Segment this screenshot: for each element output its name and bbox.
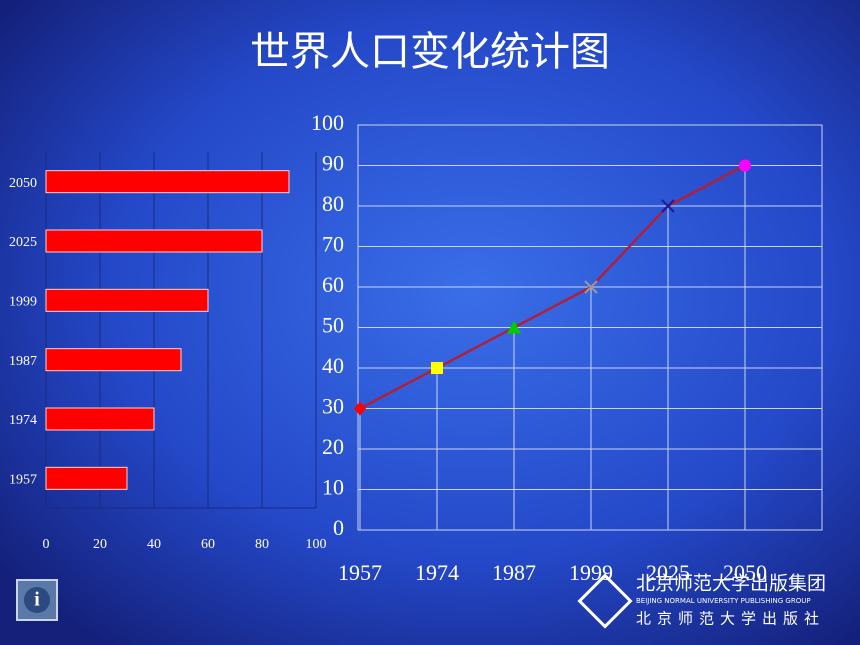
x-tick-label: 2025: [646, 560, 690, 585]
y-tick-label: 20: [322, 434, 344, 459]
logo-press: 北京师范大学出版社: [636, 610, 825, 627]
plot-frame: [357, 124, 823, 531]
y-tick-label: 80: [322, 191, 344, 216]
y-tick-label: 0: [333, 515, 344, 540]
x-tick-label: 60: [201, 537, 215, 552]
marker: [739, 159, 751, 172]
marker: [354, 401, 366, 416]
marker: [584, 280, 598, 294]
x-tick-label: 20: [93, 537, 107, 552]
y-tick-label: 1987: [9, 354, 37, 369]
x-tick-label: 100: [306, 537, 327, 552]
logo-english: BEIJING NORMAL UNIVERSITY PUBLISHING GRO…: [636, 597, 811, 605]
y-tick-label: 2025: [9, 235, 37, 250]
y-tick-label: 60: [322, 272, 344, 297]
x-tick-label: 2050: [723, 560, 767, 585]
info-button[interactable]: i: [16, 579, 58, 621]
bar: [45, 288, 209, 312]
x-tick-label: 40: [147, 537, 161, 552]
bar: [45, 229, 263, 253]
y-tick-label: 10: [322, 475, 344, 500]
y-tick-label: 1974: [9, 413, 37, 428]
logo-name: 北京师范大学出版集团: [636, 573, 826, 595]
info-circle[interactable]: [24, 587, 50, 613]
y-tick-label: 50: [322, 313, 344, 338]
info-box[interactable]: [16, 579, 58, 621]
logo: 北京师范大学出版集团 BEIJING NORMAL UNIVERSITY PUB…: [577, 573, 826, 629]
y-tick-label: 70: [322, 232, 344, 257]
y-tick-label: 100: [311, 110, 344, 135]
x-tick-label: 1957: [338, 560, 382, 585]
x-tick-label: 0: [43, 537, 50, 552]
x-tick-label: 1999: [569, 560, 613, 585]
marker: [507, 320, 521, 334]
marker: [661, 199, 675, 213]
slide-title: 世界人口变化统计图: [250, 29, 610, 74]
y-tick-label: 90: [322, 151, 344, 176]
bar: [45, 407, 155, 431]
x-tick-label: 1974: [415, 560, 459, 585]
y-tick-label: 40: [322, 353, 344, 378]
x-tick-label: 1987: [492, 560, 536, 585]
logo-emblem: [577, 573, 633, 629]
y-tick-label: 2050: [9, 176, 37, 191]
line: [359, 164, 746, 410]
bar: [45, 170, 290, 194]
y-tick-label: 1999: [9, 295, 37, 310]
bar: [45, 466, 128, 490]
marker: [431, 362, 443, 374]
info-icon[interactable]: i: [34, 589, 40, 611]
bar: [45, 348, 182, 372]
y-tick-label: 1957: [9, 473, 37, 488]
y-tick-label: 30: [322, 394, 344, 419]
x-tick-label: 80: [255, 537, 269, 552]
